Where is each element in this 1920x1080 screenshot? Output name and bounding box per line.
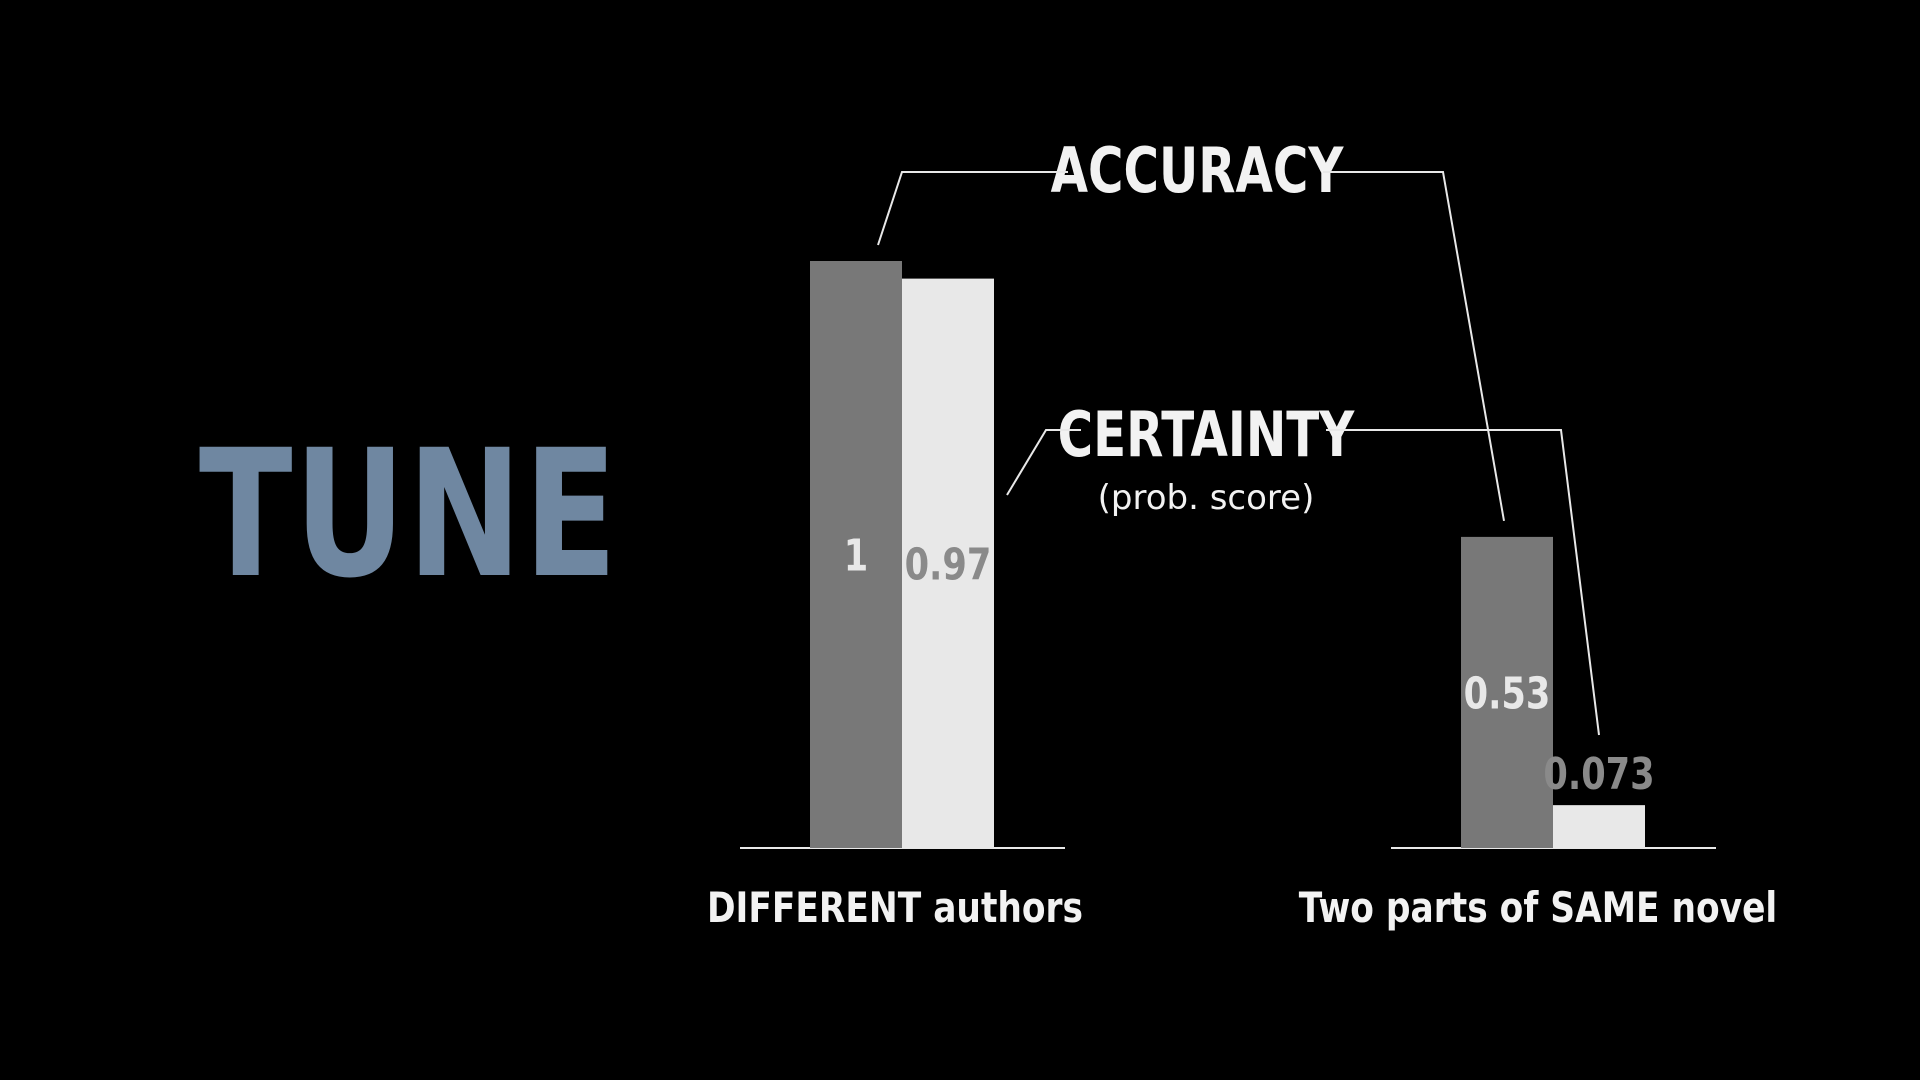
category-label-0: DIFFERENT authors xyxy=(707,884,1083,933)
value-label-accuracy-1: 0.53 xyxy=(1464,669,1551,720)
bar-accuracy-0 xyxy=(810,261,902,848)
value-label-certainty-1: 0.073 xyxy=(1543,749,1654,800)
value-label-accuracy-0: 1 xyxy=(844,531,868,582)
bar-certainty-1 xyxy=(1553,805,1645,848)
leader-certainty-right xyxy=(1326,429,1600,736)
legend-accuracy-label: ACCURACY xyxy=(1051,135,1344,207)
leader-certainty-left xyxy=(1006,429,1081,496)
leader-accuracy-left xyxy=(877,171,1068,246)
value-label-certainty-0: 0.97 xyxy=(905,540,992,591)
leader-accuracy-right xyxy=(1323,171,1505,522)
slide-title: TUNE xyxy=(199,412,619,617)
legend-certainty-label: CERTAINTY xyxy=(1058,399,1355,471)
value-labels: 1 0.97 0.53 0.073 xyxy=(844,531,1655,800)
bar-certainty-0 xyxy=(902,278,994,848)
category-label-1: Two parts of SAME novel xyxy=(1299,884,1777,933)
legend-certainty-sublabel: (prob. score) xyxy=(1098,478,1315,518)
bars xyxy=(810,261,1645,848)
legend-callouts: ACCURACY CERTAINTY (prob. score) xyxy=(877,135,1600,736)
bar-accuracy-1 xyxy=(1461,536,1553,848)
axes: DIFFERENT authors Two parts of SAME novel xyxy=(707,847,1777,933)
